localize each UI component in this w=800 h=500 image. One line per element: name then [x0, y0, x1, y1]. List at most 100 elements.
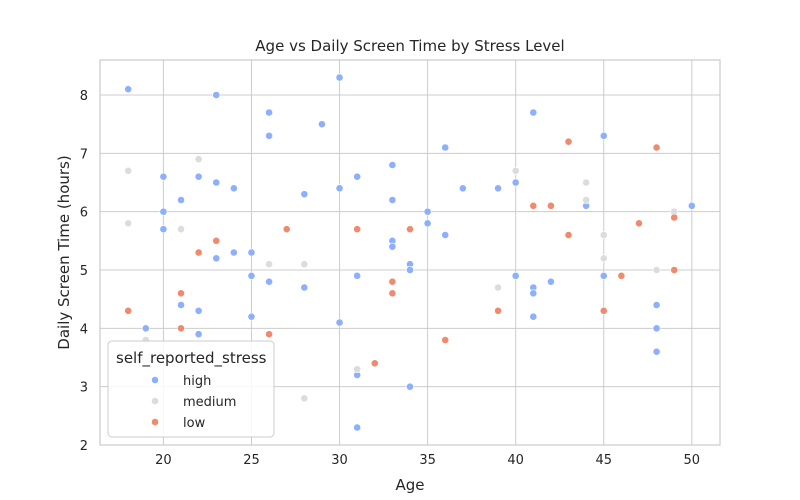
data-point-medium	[124, 219, 133, 228]
data-point-high	[265, 108, 273, 117]
data-point-medium	[582, 178, 591, 187]
x-tick-label: 40	[507, 453, 524, 468]
data-point-high	[458, 184, 467, 193]
data-point-high	[194, 172, 203, 181]
y-tick-label: 8	[80, 89, 88, 104]
x-tick-label: 50	[684, 453, 701, 468]
data-point-high	[652, 347, 661, 356]
legend-marker-low	[151, 418, 159, 426]
data-point-medium	[599, 254, 608, 263]
y-tick-label: 6	[80, 206, 88, 221]
data-point-high	[494, 184, 502, 193]
data-point-low	[670, 213, 679, 222]
data-point-low	[177, 289, 185, 298]
data-point-low	[265, 330, 273, 339]
legend-label-low: low	[183, 416, 206, 431]
data-point-low	[599, 306, 608, 315]
data-point-high	[229, 184, 238, 193]
data-point-low	[564, 137, 573, 146]
data-point-high	[406, 266, 414, 274]
data-point-high	[300, 190, 309, 199]
data-point-high	[194, 306, 203, 315]
plot-frame	[99, 59, 721, 446]
data-point-medium	[300, 394, 309, 403]
data-point-high	[353, 172, 362, 181]
data-point-low	[282, 225, 291, 234]
data-point-high	[212, 254, 221, 263]
x-tick-label: 20	[155, 453, 172, 468]
data-point-medium	[494, 283, 502, 292]
data-point-low	[370, 359, 379, 368]
data-point-low	[529, 201, 538, 210]
data-point-high	[177, 196, 185, 204]
data-point-low	[547, 201, 555, 210]
data-point-high	[159, 172, 168, 181]
data-point-high	[247, 312, 256, 321]
data-point-low	[177, 324, 185, 333]
legend-box	[107, 340, 275, 438]
data-point-low	[564, 231, 573, 239]
data-point-high	[406, 382, 414, 391]
data-point-high	[547, 277, 555, 286]
data-point-high	[300, 283, 309, 292]
data-point-high	[335, 318, 344, 327]
legend-label-medium: medium	[183, 395, 236, 410]
legend-marker-high	[151, 376, 159, 384]
data-point-high	[177, 301, 185, 309]
y-axis-title: Daily Screen Time (hours)	[55, 155, 73, 349]
data-point-high	[441, 231, 450, 239]
data-point-high	[388, 161, 397, 169]
data-point-high	[229, 248, 238, 257]
data-point-medium	[300, 260, 309, 269]
data-point-high	[335, 184, 344, 193]
y-tick-label: 3	[80, 381, 88, 396]
data-point-low	[124, 306, 133, 315]
data-point-high	[141, 324, 150, 333]
data-point-low	[353, 225, 362, 234]
data-point-low	[406, 225, 414, 234]
y-tick-label: 2	[80, 439, 88, 454]
data-point-high	[388, 242, 397, 251]
data-point-low	[194, 248, 203, 257]
data-point-high	[441, 143, 450, 152]
legend-label-high: high	[183, 374, 211, 389]
chart-title: Age vs Daily Screen Time by Stress Level	[255, 37, 564, 55]
data-point-low	[494, 306, 502, 315]
data-point-high	[423, 219, 432, 228]
data-point-low	[441, 336, 450, 344]
data-point-high	[529, 312, 538, 321]
data-point-high	[159, 207, 168, 216]
data-point-high	[511, 271, 520, 280]
x-tick-label: 45	[595, 453, 612, 468]
data-point-low	[212, 236, 221, 245]
data-point-medium	[353, 365, 362, 374]
data-point-medium	[652, 266, 661, 274]
data-point-medium	[124, 166, 133, 175]
data-point-high	[247, 271, 256, 280]
x-tick-label: 35	[419, 453, 436, 468]
data-point-medium	[265, 260, 273, 269]
data-point-high	[687, 201, 696, 210]
data-point-low	[652, 143, 661, 152]
y-tick-label: 7	[80, 147, 88, 162]
data-point-medium	[194, 155, 203, 164]
data-point-high	[652, 301, 661, 309]
legend-marker-medium	[151, 397, 159, 405]
data-point-high	[353, 423, 362, 432]
data-point-low	[670, 266, 679, 274]
data-point-high	[652, 324, 661, 333]
x-axis-title: Age	[395, 476, 424, 494]
data-point-low	[617, 271, 626, 280]
data-point-high	[212, 178, 221, 187]
data-point-high	[124, 85, 133, 94]
x-tick-label: 30	[331, 453, 348, 468]
data-point-high	[529, 289, 538, 298]
data-point-high	[265, 277, 273, 286]
data-point-high	[247, 248, 256, 257]
data-point-high	[212, 91, 221, 99]
data-point-high	[318, 120, 326, 129]
data-point-medium	[582, 196, 591, 204]
data-point-high	[335, 73, 344, 82]
